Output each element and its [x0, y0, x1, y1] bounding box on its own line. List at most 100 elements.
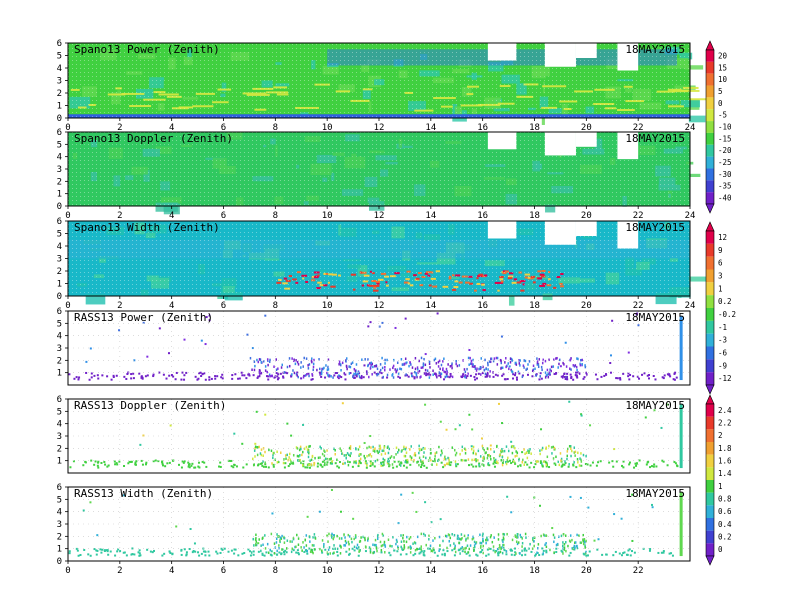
colorbar-segment: [706, 121, 714, 133]
colorbar-3: 2.4 2.2 2 1.8 1.6 1.4 1 0.8 0.6 0.4 0.2 0: [705, 394, 732, 566]
x-tick-label: 10: [322, 211, 333, 221]
colorbar-label: 10: [718, 75, 728, 84]
colorbar-segment: [706, 404, 714, 417]
x-tick-label: 22: [633, 123, 644, 133]
x-tick-label: 18: [529, 301, 540, 311]
colorbar-label: -30: [718, 170, 732, 179]
x-tick-label: 20: [581, 566, 592, 576]
colorbar-label: -0.2: [718, 310, 736, 319]
colorbar-segment: [706, 109, 714, 122]
x-tick-label: 12: [374, 566, 385, 576]
panel-date: 18MAY2015: [625, 487, 685, 500]
y-tick-label: 6: [57, 128, 62, 138]
y-tick-label: 5: [57, 140, 62, 150]
colorbar-label: 2.4: [718, 406, 732, 415]
x-tick-label: 10: [322, 566, 333, 576]
panel-4: RASS13 Power (Zenith) 18MAY2015 1 2 3 4 5 6: [57, 307, 691, 386]
panel-title: RASS13 Width (Zenith): [74, 487, 213, 500]
colorbar-segment: [706, 442, 714, 455]
colorbar-label: 6: [718, 259, 723, 268]
y-tick-label: 3: [57, 344, 62, 354]
x-tick-label: 6: [221, 301, 226, 311]
y-tick-label: 2: [57, 267, 62, 277]
colorbar-label: -40: [718, 194, 732, 203]
colorbar-label: 1: [718, 482, 723, 491]
colorbar-arrow-bottom: [705, 555, 715, 566]
colorbar-label: 15: [718, 63, 727, 72]
x-tick-label: 10: [322, 123, 333, 133]
colorbar-segment: [706, 256, 714, 270]
colorbar-arrow-top: [705, 221, 715, 232]
y-tick-label: 6: [57, 39, 62, 49]
x-tick-label: 20: [581, 301, 592, 311]
x-tick-label: 18: [529, 211, 540, 221]
colorbar-segment: [706, 144, 714, 157]
y-tick-label: 4: [57, 420, 62, 430]
colorbar-label: 9: [718, 246, 723, 255]
colorbar-1: 20 15 10 5 0 -5 -10 -15 -20 -25 -30 -35 -40: [705, 40, 732, 214]
colorbar-segment: [706, 156, 714, 169]
panel-date: 18MAY2015: [625, 399, 685, 412]
y-tick-label: 0: [57, 292, 62, 302]
colorbar-label: 0.6: [718, 507, 732, 516]
x-tick-label: 8: [273, 123, 278, 133]
x-tick-label: 24: [685, 301, 696, 311]
colorbar-label: -15: [718, 134, 732, 143]
colorbar-segment: [706, 346, 714, 360]
x-tick-label: 8: [273, 211, 278, 221]
y-tick-label: 2: [57, 177, 62, 187]
x-tick-label: 12: [374, 301, 385, 311]
colorbar-label: -9: [718, 361, 727, 370]
colorbar-label: 0.2: [718, 297, 732, 306]
x-tick-label: 14: [425, 211, 436, 221]
x-tick-label: 16: [477, 211, 488, 221]
x-tick-label: 14: [425, 566, 436, 576]
y-tick-label: 5: [57, 319, 62, 329]
x-tick-label: 16: [477, 566, 488, 576]
colorbar-segment: [706, 85, 714, 98]
colorbar-segment: [706, 372, 714, 385]
x-tick-label: 24: [685, 211, 696, 221]
y-tick-label: 1: [57, 545, 62, 555]
colorbar-label: 3: [718, 271, 723, 280]
y-tick-label: 3: [57, 255, 62, 265]
colorbar-2: 12 9 6 3 1 0.2 -0.2 -1 -3 -6 -9 -12: [705, 221, 736, 395]
panel-date: 18MAY2015: [625, 221, 685, 234]
panel-title: RASS13 Power (Zenith): [74, 311, 213, 324]
colorbar-label: -35: [718, 182, 732, 191]
y-tick-label: 1: [57, 102, 62, 112]
y-tick-label: 3: [57, 77, 62, 87]
panel-title: Spano13 Doppler (Zenith): [74, 132, 233, 145]
y-tick-label: 1: [57, 369, 62, 379]
y-tick-label: 6: [57, 483, 62, 493]
x-tick-label: 18: [529, 566, 540, 576]
x-tick-label: 4: [169, 301, 174, 311]
y-tick-label: 5: [57, 407, 62, 417]
panel-5: RASS13 Doppler (Zenith) 18MAY2015 1 2 3 4 5 6: [57, 395, 691, 474]
x-tick-label: 20: [581, 211, 592, 221]
colorbar-label: 12: [718, 233, 727, 242]
colorbar-label: 2: [718, 431, 723, 440]
colorbar-label: 5: [718, 87, 723, 96]
y-tick-label: 0: [57, 114, 62, 124]
colorbar-label: 0.4: [718, 520, 732, 529]
colorbar-label: 0.8: [718, 495, 732, 504]
colorbar-label: 1: [718, 284, 723, 293]
colorbar-label: 20: [718, 51, 728, 60]
colorbar-arrow-top: [705, 40, 715, 51]
colorbar-segment: [706, 269, 714, 283]
x-tick-label: 16: [477, 123, 488, 133]
x-tick-label: 14: [425, 301, 436, 311]
y-tick-label: 3: [57, 165, 62, 175]
x-tick-label: 2: [117, 123, 122, 133]
panel-field: [68, 488, 683, 557]
colorbar-segment: [706, 50, 714, 62]
y-tick-label: 5: [57, 495, 62, 505]
x-tick-label: 18: [529, 123, 540, 133]
y-tick-label: 1: [57, 280, 62, 290]
